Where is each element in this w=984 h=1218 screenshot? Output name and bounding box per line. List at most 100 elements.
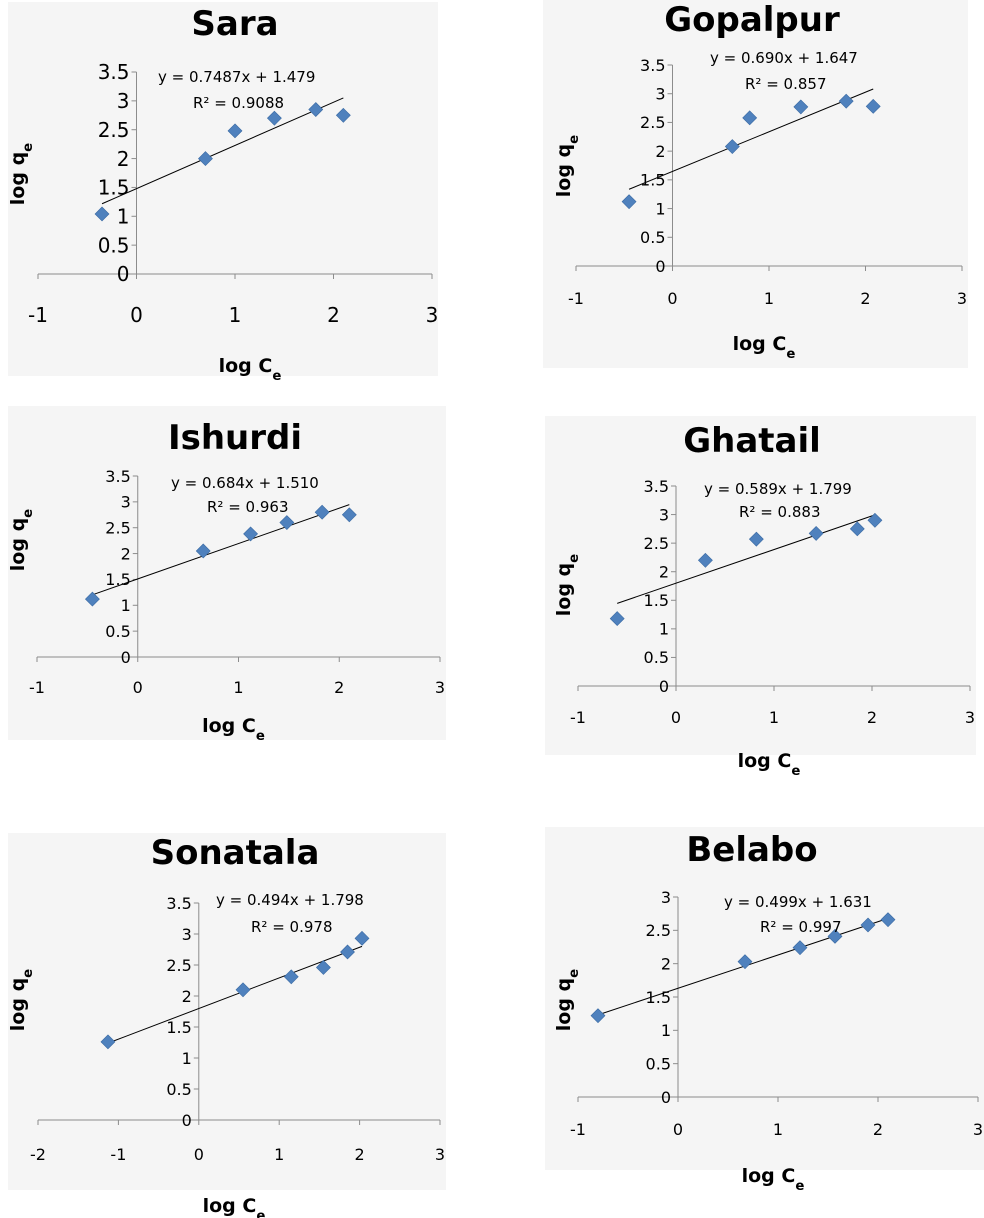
r-squared-label: R² = 0.978: [251, 918, 332, 936]
chart-ghatail: 0 0.5 1 1.5 2 2.5 3 3.5 -1 0 1 2 3 log Ce log qe y = 0.…: [545, 416, 976, 779]
data-point: [94, 206, 110, 222]
data-point: [792, 940, 808, 956]
x-tick-label: 2: [860, 289, 870, 308]
trendline: [617, 514, 876, 604]
x-axis-title: log Ce: [203, 1195, 266, 1218]
y-tick-label: 0: [121, 648, 131, 667]
chart-title: Gopalpur: [664, 0, 840, 40]
r-squared-label: R² = 0.997: [760, 918, 841, 936]
y-tick-label: 1.5: [105, 570, 130, 589]
trendline-equation: y = 0.690x + 1.647: [710, 49, 858, 67]
trendline-equation: y = 0.684x + 1.510: [171, 474, 319, 492]
chart-title: Sonatala: [150, 833, 320, 873]
x-tick-label: 0: [133, 678, 143, 697]
y-axis-title: log qe: [553, 554, 582, 616]
chart-area: [8, 2, 438, 376]
y-tick-label: 0: [655, 257, 665, 276]
y-tick-label: 0.5: [166, 1080, 191, 1099]
chart-title: Ishurdi: [167, 418, 303, 458]
data-point: [227, 123, 243, 139]
x-tick-label: 0: [667, 289, 677, 308]
y-tick-label: 0.5: [646, 1054, 671, 1073]
data-point: [849, 521, 865, 537]
data-point: [838, 93, 854, 109]
trendline-equation: y = 0.589x + 1.799: [704, 480, 852, 498]
data-point: [621, 194, 637, 210]
r-squared-label: R² = 0.883: [739, 503, 820, 521]
x-axis-title: log Ce: [742, 1165, 805, 1194]
data-point: [827, 928, 843, 944]
trendline: [107, 945, 363, 1044]
x-tick-label: 1: [773, 1120, 783, 1139]
x-axis-title: log Ce: [738, 750, 801, 779]
x-tick-label: 2: [355, 1145, 365, 1164]
y-tick-label: 3: [655, 84, 665, 103]
x-tick-label: 2: [327, 303, 340, 327]
data-point: [880, 912, 896, 928]
y-tick-label: 0.5: [105, 622, 130, 641]
x-tick-label: 1: [233, 678, 243, 697]
x-tick-label: 0: [194, 1145, 204, 1164]
trendline-equation: y = 0.499x + 1.631: [724, 893, 872, 911]
data-point: [195, 543, 211, 559]
y-tick-label: 3.5: [98, 60, 130, 84]
y-tick-label: 3.5: [640, 56, 665, 75]
data-point: [724, 139, 740, 154]
data-point: [737, 954, 753, 970]
y-tick-label: 2.5: [644, 534, 669, 553]
y-tick-label: 0: [661, 1088, 671, 1107]
data-point: [742, 110, 758, 126]
data-point: [609, 611, 625, 626]
data-point: [867, 512, 883, 528]
x-axis-title: log Ce: [733, 333, 796, 362]
x-tick-label: 0: [671, 708, 681, 727]
data-point: [865, 98, 881, 114]
y-tick-label: 2: [659, 562, 669, 581]
x-tick-label: 3: [957, 289, 967, 308]
x-tick-label: 1: [274, 1145, 284, 1164]
x-tick-label: 3: [435, 678, 445, 697]
data-point: [341, 507, 357, 523]
chart-title: Sara: [191, 4, 279, 44]
x-tick-label: 3: [973, 1120, 983, 1139]
chart-belabo: 0 0.5 1 1.5 2 2.5 3 -1 0 1 2 3 log Ce log qe y = 0.499…: [545, 827, 984, 1194]
chart-ishurdi: 0 0.5 1 1.5 2 2.5 3 3.5 -1 0 1 2 3 log Ce log qe y = 0.…: [7, 406, 446, 744]
x-tick-label: 1: [769, 708, 779, 727]
y-tick-label: 2: [661, 954, 671, 973]
data-point: [198, 151, 213, 166]
data-point: [243, 526, 259, 542]
x-tick-label: -1: [568, 289, 584, 308]
data-point: [308, 102, 324, 117]
y-tick-label: 2: [121, 544, 131, 563]
data-point: [354, 930, 370, 946]
y-tick-label: 3: [121, 493, 131, 512]
y-tick-label: 0: [659, 677, 669, 696]
x-tick-label: 1: [229, 303, 242, 327]
data-point: [697, 552, 713, 568]
data-point: [340, 944, 355, 960]
x-tick-label: -1: [110, 1145, 126, 1164]
y-tick-label: 1: [661, 1021, 671, 1040]
y-tick-label: 0.5: [640, 228, 665, 247]
y-axis-title: log qe: [7, 969, 36, 1031]
trendline: [92, 504, 350, 596]
x-tick-label: -1: [29, 678, 45, 697]
data-point: [84, 591, 100, 607]
y-tick-label: 1: [659, 620, 669, 639]
y-tick-label: 3.5: [105, 467, 130, 486]
chart-area: [545, 416, 976, 755]
y-tick-label: 1: [117, 204, 130, 228]
r-squared-label: R² = 0.963: [207, 498, 288, 516]
x-tick-label: 3: [426, 303, 439, 327]
y-axis-title: log qe: [553, 135, 582, 197]
y-tick-label: 0: [117, 262, 130, 286]
x-axis-title: log Ce: [219, 355, 282, 384]
data-point: [315, 960, 331, 975]
x-tick-label: -1: [570, 708, 586, 727]
y-tick-label: 1: [121, 596, 131, 615]
data-point: [860, 917, 876, 933]
chart-area: [543, 0, 968, 368]
data-point: [279, 515, 295, 530]
data-point: [314, 504, 330, 520]
